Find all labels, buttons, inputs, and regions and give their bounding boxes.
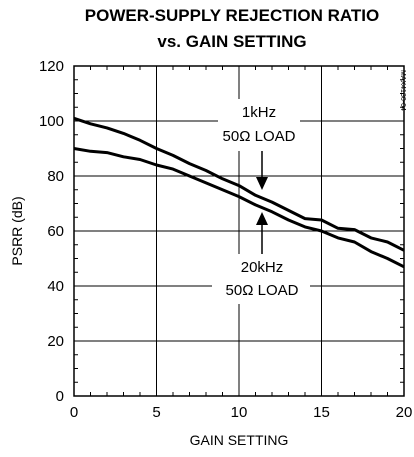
y-tick-label: 80: [47, 168, 64, 185]
series-lines: [73, 116, 405, 269]
x-axis-label: GAIN SETTING: [190, 432, 289, 448]
x-tick-label: 5: [152, 404, 160, 421]
annotation-upper-line2: 50Ω LOAD: [223, 128, 296, 145]
y-tick-label: 40: [47, 278, 64, 295]
annotation-arrow-up-head: [256, 212, 268, 225]
annotation-upper-line1: 1kHz: [242, 104, 276, 121]
annotation-arrow-down-head: [256, 177, 268, 190]
x-tick-label: 20: [396, 404, 413, 421]
x-tick-label: 10: [231, 404, 248, 421]
chart-title-line1: POWER-SUPPLY REJECTION RATIO: [85, 6, 379, 25]
annotation-bg-upper: [218, 99, 300, 151]
annotation-bg-lower: [212, 254, 310, 304]
y-tick-label: 120: [39, 58, 64, 75]
y-tick-label: 0: [56, 388, 64, 405]
y-tick-label: 100: [39, 113, 64, 130]
x-tick-label: 15: [313, 404, 330, 421]
series-line-1khz: [73, 116, 405, 252]
x-tick-label: 0: [70, 404, 78, 421]
y-axis-label: PSRR (dB): [9, 196, 25, 265]
plot-frame: [73, 65, 405, 397]
y-tick-label: 60: [47, 223, 64, 240]
side-code: MAX4130-04: [399, 70, 406, 111]
chart-title-line2: vs. GAIN SETTING: [157, 32, 306, 51]
y-tick-label: 20: [47, 333, 64, 350]
tick-labels: 0 5 10 15 20 0 20 40 60 80 100 120: [39, 58, 412, 421]
annotation-lower-line1: 20kHz: [241, 259, 284, 276]
annotation-lower-line2: 50Ω LOAD: [226, 282, 299, 299]
series-line-20khz: [73, 147, 405, 269]
